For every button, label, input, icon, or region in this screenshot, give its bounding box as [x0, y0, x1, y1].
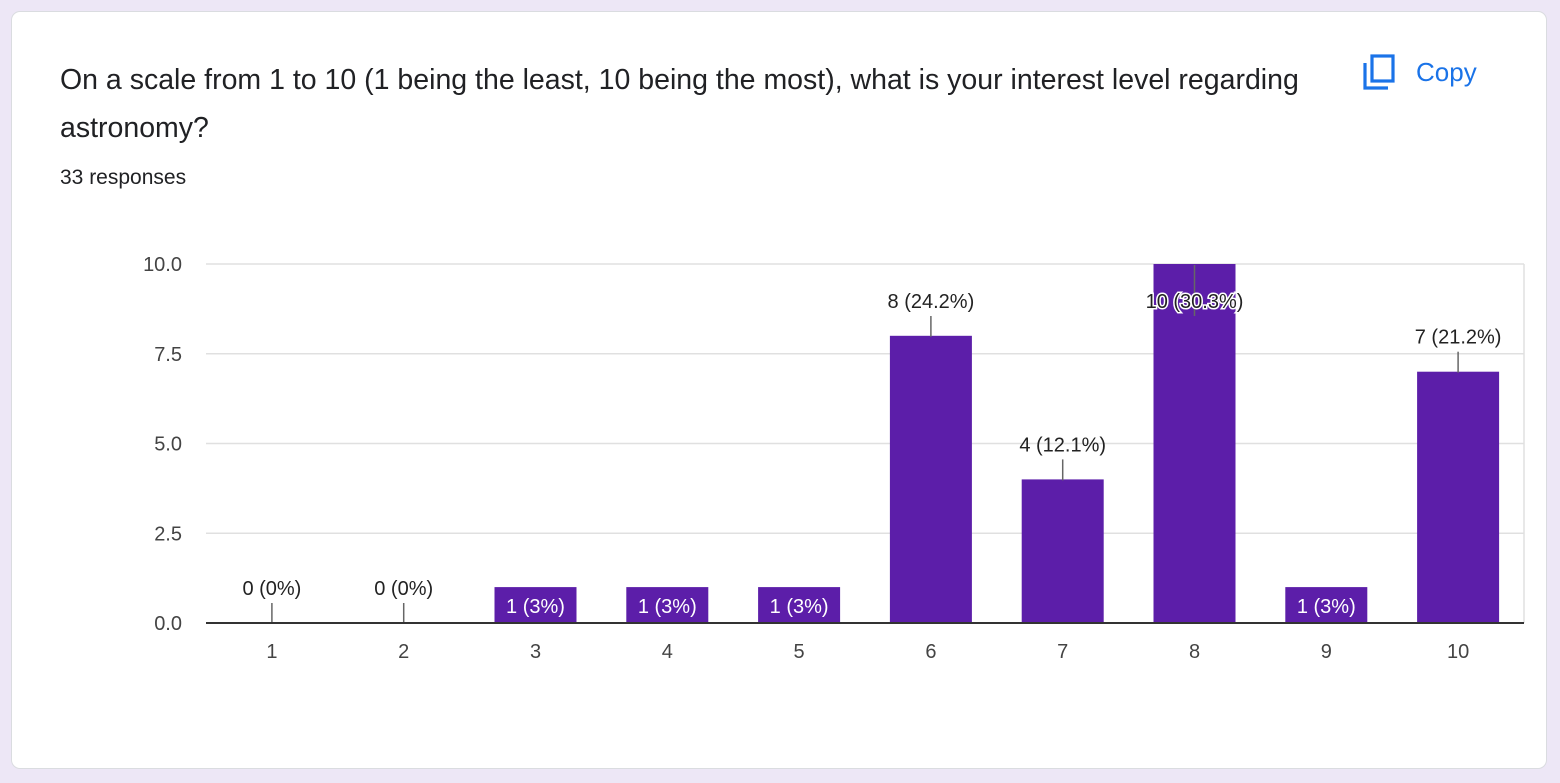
- y-tick-label: 0.0: [154, 613, 182, 635]
- x-tick-label: 3: [530, 641, 541, 663]
- copy-button-label: Copy: [1416, 56, 1477, 87]
- bar-data-label: 1 (3%): [770, 596, 829, 618]
- x-tick-label: 8: [1189, 641, 1200, 663]
- y-tick-label: 2.5: [154, 523, 182, 545]
- bar: [889, 335, 972, 623]
- y-tick-label: 7.5: [154, 344, 182, 366]
- bar: [494, 587, 577, 623]
- bar-data-label: 4 (12.1%): [1019, 434, 1106, 456]
- bar-data-label: 0 (0%): [242, 578, 301, 600]
- x-tick-label: 5: [794, 641, 805, 663]
- response-count: 33 responses: [60, 166, 187, 189]
- question-title: On a scale from 1 to 10 (1 being the lea…: [60, 64, 1299, 144]
- x-tick-label: 1: [266, 641, 277, 663]
- bar-data-label: 7 (21.2%): [1415, 327, 1502, 349]
- y-tick-label: 10.0: [143, 254, 182, 276]
- bar-data-label: 1 (3%): [506, 596, 565, 618]
- bar-data-label: 10 (30.3%): [1146, 291, 1244, 313]
- bar-data-label: 8 (24.2%): [888, 291, 975, 313]
- bar-data-label: 1 (3%): [638, 596, 697, 618]
- bar: [1417, 371, 1500, 623]
- question-card: On a scale from 1 to 10 (1 being the lea…: [11, 11, 1547, 769]
- bar: [626, 587, 709, 623]
- x-tick-label: 2: [398, 641, 409, 663]
- bar-data-label: 0 (0%): [374, 578, 433, 600]
- bar-chart: 0.0 2.5 5.0 7.5 10.0 0 (0%) 1 0 (0%) 2 1 (3%) 3 1 (…: [143, 254, 1525, 663]
- x-tick-label: 6: [925, 641, 936, 663]
- bar: [1153, 264, 1236, 623]
- x-tick-label: 10: [1447, 641, 1469, 663]
- copy-icon: [1362, 53, 1396, 91]
- bar: [1285, 587, 1368, 623]
- bar: [758, 587, 841, 623]
- copy-chart-button[interactable]: Copy: [1352, 48, 1487, 96]
- bar: [1021, 479, 1104, 623]
- x-tick-label: 4: [662, 641, 673, 663]
- x-tick-label: 7: [1057, 641, 1068, 663]
- y-tick-label: 5.0: [154, 434, 182, 456]
- bar-data-label: 1 (3%): [1297, 596, 1356, 618]
- x-tick-label: 9: [1321, 641, 1332, 663]
